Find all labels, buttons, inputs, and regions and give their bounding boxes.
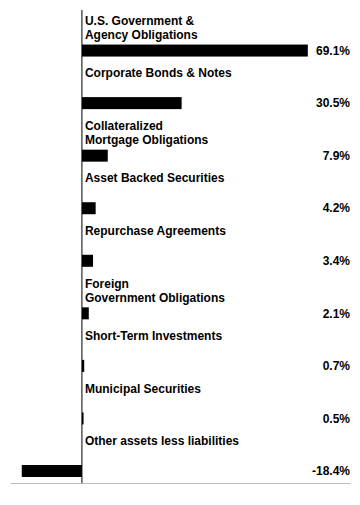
chart-container: U.S. Government &Agency Obligations Corpo… xyxy=(0,0,360,505)
x-axis xyxy=(11,483,351,484)
value-label: 0.7% xyxy=(323,359,351,373)
value-label: 7.9% xyxy=(323,149,351,163)
category-label-line: Short-Term Investments xyxy=(85,329,222,343)
value-labels: 69.1% 30.5% 7.9% 4.2% 3.4% 2.1% 0.7% 0.5% -18.4% xyxy=(312,44,350,478)
category-label: U.S. Government &Agency Obligations xyxy=(85,14,198,42)
plot: U.S. Government &Agency Obligations Corpo… xyxy=(11,10,351,484)
value-label: 30.5% xyxy=(316,96,350,110)
category-label-line: Municipal Securities xyxy=(85,382,201,396)
category-label: Other assets less liabilities xyxy=(85,434,239,448)
value-label: 3.4% xyxy=(323,254,351,268)
category-label-line: Agency Obligations xyxy=(85,28,198,42)
value-label: 4.2% xyxy=(323,201,351,215)
bar xyxy=(82,97,182,109)
bar xyxy=(22,465,82,477)
category-label: Asset Backed Securities xyxy=(85,171,225,185)
value-label: -18.4% xyxy=(312,464,350,478)
category-label: ForeignGovernment Obligations xyxy=(85,277,225,305)
bars xyxy=(22,45,308,477)
category-label-line: Foreign xyxy=(85,277,129,291)
bar xyxy=(82,150,108,162)
category-label: CollateralizedMortgage Obligations xyxy=(85,119,209,147)
bar xyxy=(82,307,89,319)
category-label: Corporate Bonds & Notes xyxy=(85,66,232,80)
chart-svg: U.S. Government &Agency Obligations Corpo… xyxy=(0,0,360,505)
category-label-line: Mortgage Obligations xyxy=(85,133,209,147)
category-label-line: Government Obligations xyxy=(85,291,225,305)
value-label: 69.1% xyxy=(316,44,350,58)
category-label-line: Corporate Bonds & Notes xyxy=(85,66,232,80)
category-label: Repurchase Agreements xyxy=(85,224,226,238)
category-label-line: Repurchase Agreements xyxy=(85,224,226,238)
x-axis-line xyxy=(11,483,351,484)
bar xyxy=(82,255,93,267)
category-label: Municipal Securities xyxy=(85,382,201,396)
value-label: 0.5% xyxy=(323,412,351,426)
category-label-line: U.S. Government & xyxy=(85,14,195,28)
bar xyxy=(82,45,308,57)
bar xyxy=(82,202,96,214)
value-label: 2.1% xyxy=(323,307,351,321)
category-labels: U.S. Government &Agency Obligations Corpo… xyxy=(85,14,239,448)
category-label-line: Collateralized xyxy=(85,119,163,133)
category-label-line: Asset Backed Securities xyxy=(85,171,225,185)
zero-line xyxy=(81,10,82,483)
category-label-line: Other assets less liabilities xyxy=(85,434,239,448)
category-label: Short-Term Investments xyxy=(85,329,222,343)
